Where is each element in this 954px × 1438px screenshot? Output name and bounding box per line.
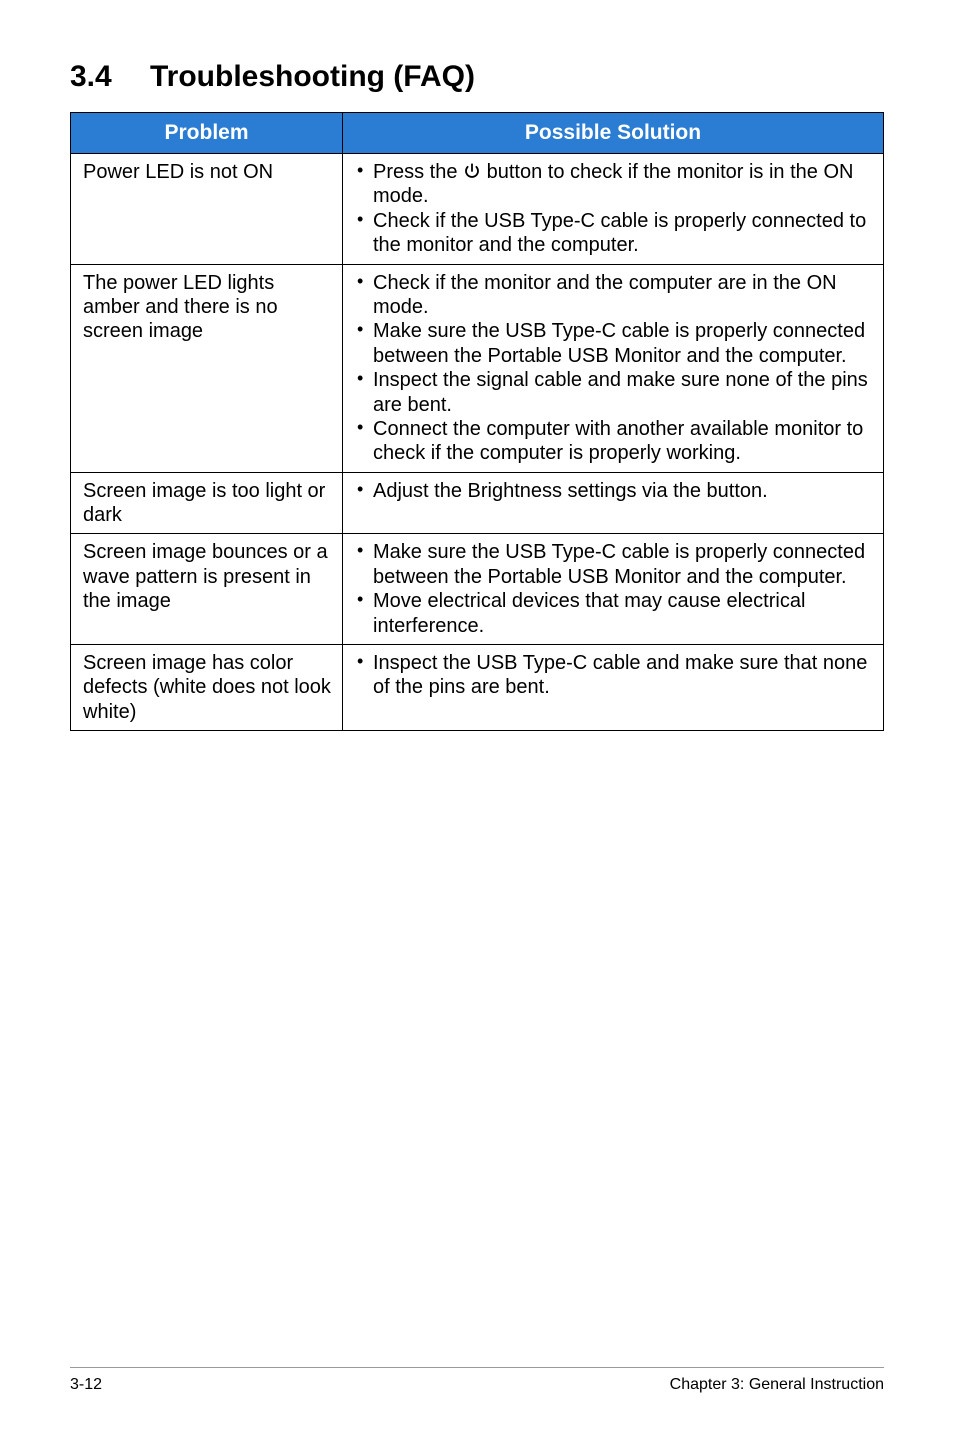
table-row: Screen image bounces or a wave pattern i… [71,534,884,645]
solution-item: Connect the computer with another availa… [353,417,873,466]
col-header-solution: Possible Solution [343,113,884,154]
footer-row: 3-12 Chapter 3: General Instruction [70,1376,884,1394]
footer-page-number: 3-12 [70,1376,102,1394]
solution-item: Make sure the USB Type-C cable is proper… [353,319,873,368]
table-header-row: Problem Possible Solution [71,113,884,154]
solution-text-pre: Press the [373,161,463,183]
solution-item: Move electrical devices that may cause e… [353,589,873,638]
solution-list: Inspect the USB Type-C cable and make su… [353,651,873,700]
solution-item: Press the button to check if the monitor… [353,160,873,209]
problem-cell: Power LED is not ON [71,154,343,265]
solution-cell: Inspect the USB Type-C cable and make su… [343,645,884,731]
problem-cell: The power LED lights amber and there is … [71,264,343,472]
solution-list: Check if the monitor and the computer ar… [353,271,873,466]
solution-item: Adjust the Brightness settings via the b… [353,479,873,503]
col-header-problem: Problem [71,113,343,154]
footer-chapter: Chapter 3: General Instruction [670,1376,884,1394]
section-number: 3.4 [70,60,150,94]
solution-item: Make sure the USB Type-C cable is proper… [353,540,873,589]
problem-cell: Screen image has color defects (white do… [71,645,343,731]
problem-cell: Screen image bounces or a wave pattern i… [71,534,343,645]
table-row: Screen image has color defects (white do… [71,645,884,731]
troubleshooting-table: Problem Possible Solution Power LED is n… [70,112,884,731]
footer-rule [70,1367,884,1368]
section-title: Troubleshooting (FAQ) [150,60,475,93]
power-icon [463,162,481,180]
solution-item: Inspect the signal cable and make sure n… [353,368,873,417]
solution-cell: Make sure the USB Type-C cable is proper… [343,534,884,645]
solution-list: Press the button to check if the monitor… [353,160,873,258]
solution-item: Check if the monitor and the computer ar… [353,271,873,320]
table-body: Power LED is not ONPress the button to c… [71,154,884,731]
table-row: The power LED lights amber and there is … [71,264,884,472]
table-row: Screen image is too light or dark Adjust … [71,472,884,534]
page-content: 3.4Troubleshooting (FAQ) Problem Possibl… [0,0,954,731]
table-row: Power LED is not ONPress the button to c… [71,154,884,265]
solution-list: Make sure the USB Type-C cable is proper… [353,540,873,638]
page-footer: 3-12 Chapter 3: General Instruction [0,1367,954,1394]
solution-item: Check if the USB Type-C cable is properl… [353,209,873,258]
problem-cell: Screen image is too light or dark [71,472,343,534]
solution-cell: Check if the monitor and the computer ar… [343,264,884,472]
solution-cell: Press the button to check if the monitor… [343,154,884,265]
section-heading: 3.4Troubleshooting (FAQ) [70,60,884,94]
solution-list: Adjust the Brightness settings via the b… [353,479,873,503]
solution-item: Inspect the USB Type-C cable and make su… [353,651,873,700]
solution-cell: Adjust the Brightness settings via the b… [343,472,884,534]
